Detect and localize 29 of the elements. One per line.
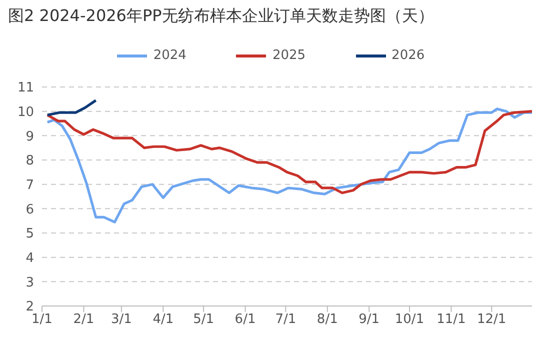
y-tick-label: 7: [26, 178, 34, 193]
y-tick-label: 2: [26, 300, 34, 315]
line-series: [46, 99, 98, 116]
x-tick-label: 11/1: [436, 312, 466, 328]
x-tick-label: 6/1: [234, 312, 256, 328]
legend-label: 2026: [392, 48, 425, 63]
line-series: [46, 110, 532, 194]
line-series: [46, 108, 532, 224]
x-tick-label: 4/1: [152, 312, 174, 328]
y-tick-label: 10: [17, 104, 34, 120]
x-tick-label: 3/1: [110, 312, 132, 328]
y-tick-label: 4: [26, 250, 34, 266]
y-tick-label: 9: [26, 129, 34, 144]
x-tick-label: 7/1: [275, 312, 296, 328]
x-tick-label: 8/1: [316, 312, 338, 328]
y-tick-label: 8: [26, 154, 34, 169]
y-tick-label: 11: [17, 80, 34, 96]
legend-label: 2024: [153, 48, 186, 63]
chart-title: 图2 2024-2026年PP无纺布样本企业订单天数走势图（天）: [8, 6, 434, 27]
x-tick-label: 12/1: [477, 312, 506, 328]
x-tick-label: 1/1: [32, 312, 52, 328]
x-tick-label: 5/1: [193, 312, 214, 328]
x-tick-label: 10/1: [394, 312, 424, 328]
x-tick-label: 2/1: [73, 312, 94, 328]
legend-label: 2025: [272, 48, 306, 63]
x-tick-label: 9/1: [358, 312, 380, 328]
y-tick-label: 5: [26, 226, 34, 242]
y-tick-label: 3: [26, 275, 34, 290]
y-tick-label: 6: [26, 202, 34, 218]
